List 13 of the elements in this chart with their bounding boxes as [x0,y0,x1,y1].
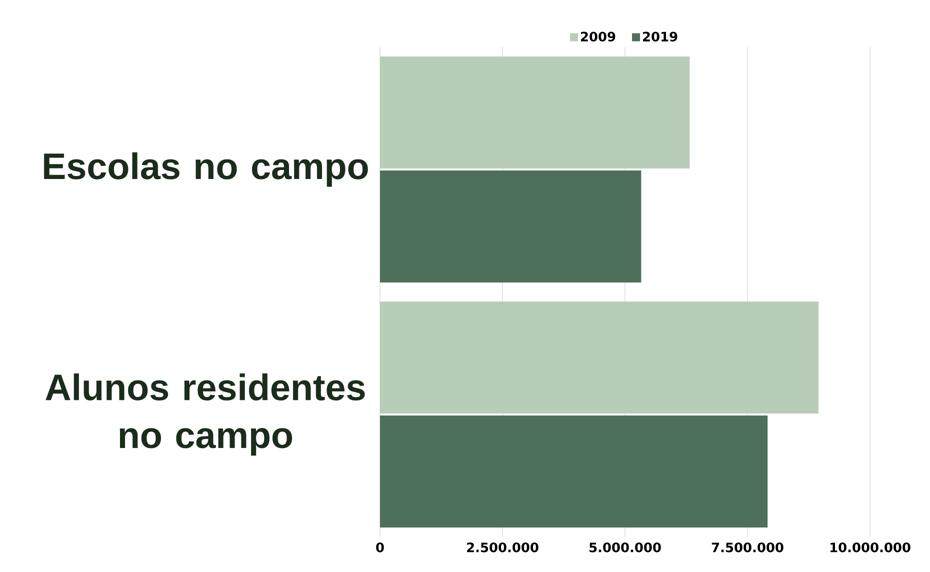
x-tick-label: 5.000.000 [590,542,661,552]
x-tick-label: 7.500.000 [712,542,784,552]
y-tick-label: Alunos residentes no campo [46,373,365,456]
y-tick-label: Escolas no campo [44,152,368,187]
x-tick-label: 2.500.000 [467,542,538,552]
bar [380,170,642,283]
bar [380,302,819,414]
bar [380,416,768,528]
legend-label: 2009 [580,32,616,42]
bar [380,56,690,169]
x-tick-label: 0 [376,542,384,552]
x-tick-label: 10.000.000 [830,542,910,552]
legend-label: 2019 [643,32,678,42]
